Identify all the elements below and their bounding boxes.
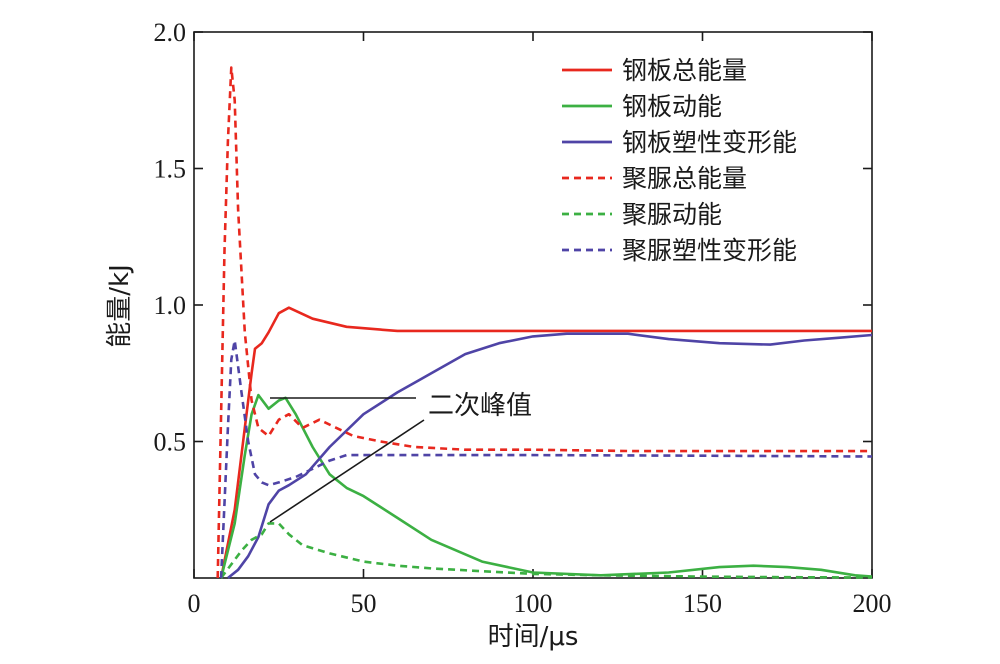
series-line-6 [219, 339, 872, 579]
y-tick-label: 2.0 [154, 18, 187, 47]
legend-label-2: 钢板动能 [622, 92, 722, 121]
y-tick-label: 1.0 [154, 291, 187, 320]
annotation-second-peak: 二次峰值 [428, 391, 532, 421]
y-tick-label: 1.5 [154, 155, 187, 184]
series-line-3 [227, 332, 872, 580]
legend-label-5: 聚脲动能 [622, 200, 722, 229]
plot-frame [193, 31, 873, 579]
x-tick-label: 200 [853, 589, 892, 618]
y-tick-label: 0.5 [154, 428, 187, 457]
y-axis-label: 能量/kJ [105, 264, 135, 348]
legend-label-4: 聚脲总能量 [622, 164, 747, 193]
axis-ticks [193, 31, 873, 578]
series-layer [216, 66, 872, 580]
annotation-leader-bottom [269, 419, 425, 523]
legend-label-1: 钢板总能量 [622, 56, 747, 85]
series-line-1 [219, 306, 872, 579]
x-tick-label: 50 [351, 589, 377, 618]
series-line-2 [219, 393, 872, 579]
legend-label-6: 聚脲塑性变形能 [622, 236, 797, 265]
x-tick-label: 0 [188, 589, 201, 618]
x-axis-label: 时间/μs [488, 622, 579, 652]
legend-label-3: 钢板塑性变形能 [622, 128, 797, 157]
x-tick-label: 100 [514, 589, 553, 618]
annotation-layer: 二次峰值 [269, 391, 532, 523]
series-line-4 [216, 66, 872, 579]
series-line-5 [220, 522, 872, 579]
tick-labels: 0 50 100 150 200 0.5 1.0 1.5 2.0 [154, 18, 892, 618]
x-tick-label: 150 [683, 589, 722, 618]
